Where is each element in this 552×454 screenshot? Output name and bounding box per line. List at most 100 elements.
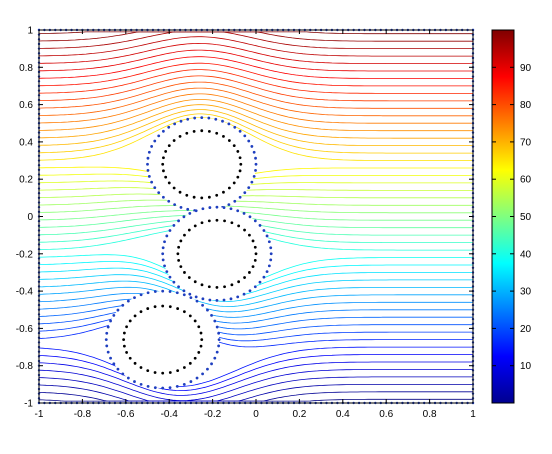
streamline [39,286,473,313]
obstacle-outer-dot [112,362,116,366]
streamline [39,309,473,336]
obstacle-outer-dot [188,292,192,296]
obstacle-inner-dot [125,351,129,354]
obstacle-outer-dot [208,298,212,302]
obstacle-inner-dot [215,131,219,135]
obstacle-outer-dot [269,246,273,250]
obstacle-inner-dot [177,245,181,249]
obstacle-outer-dot [233,125,237,129]
streamline [39,75,473,102]
obstacle-inner-dot [187,276,191,279]
streamline [39,81,473,109]
obstacle-inner-dot [139,310,143,314]
obstacle-outer-dot [243,134,247,138]
x-tick-label: 0 [253,409,259,420]
streamline [39,62,473,87]
obstacle-outer-dot [269,258,273,262]
obstacle-outer-dot [172,224,176,227]
obstacle-outer-dot [247,139,251,143]
obstacle-outer-dot [179,205,183,209]
y-tick-label: 1 [27,26,33,37]
obstacle-outer-dot [267,240,271,244]
obstacle-inner-dot [254,252,258,256]
obstacle-inner-dot [238,169,242,173]
obstacle-outer-dot [215,299,219,302]
obstacle-outer-dot [201,297,205,301]
streamline [39,298,473,324]
obstacle-inner-dot [188,314,192,318]
obstacle-outer-dot [126,376,130,380]
obstacle-outer-dot [200,116,204,120]
obstacle-outer-dot [173,203,177,207]
obstacle-outer-dot [182,215,186,219]
obstacle-outer-dot [186,117,190,121]
obstacle-outer-dot [201,303,204,307]
obstacle-inner-dot [183,271,186,274]
streamline [39,87,473,117]
obstacle-outer-dot [167,199,171,203]
obstacle-outer-dot [121,303,125,307]
obstacle-inner-dot [164,175,168,179]
obstacle-outer-dot [172,280,176,284]
streamline [39,369,473,401]
obstacle-inner-dot [215,285,219,289]
streamline [39,274,473,302]
obstacle-outer-dot [153,139,157,143]
obstacle-inner-dot [200,129,204,133]
streamline [39,166,473,180]
obstacle-outer-dot [267,264,271,268]
obstacle-outer-dot [168,386,172,390]
obstacle-inner-dot [243,228,246,232]
streamline [39,187,473,192]
streamline [39,104,473,139]
obstacle-outer-dot [106,325,110,329]
x-tick-label: 0.4 [336,409,350,420]
obstacle-inner-dot [176,369,180,373]
obstacle-inner-dot [200,196,204,200]
streamline [39,31,473,49]
obstacle-outer-dot [157,134,161,138]
y-tick-label: -0.6 [16,324,34,335]
obstacle-outer-dot [105,344,109,348]
obstacle-inner-dot [223,285,226,289]
obstacle-inner-dot [230,221,234,225]
streamline [39,384,473,402]
obstacle-outer-dot [242,212,246,215]
obstacle-outer-dot [213,356,217,360]
x-tick-label: 0.6 [379,409,393,420]
obstacle-outer-dot [254,168,257,172]
obstacle-inner-dot [236,175,240,179]
obstacle-outer-dot [116,308,120,312]
obstacle-outer-dot [161,258,165,262]
colorbar-tick-label: 20 [520,324,532,335]
obstacle-inner-dot [207,129,211,133]
obstacle-inner-dot [215,218,219,222]
obstacle-inner-dot [153,305,157,309]
obstacle-outer-dot [168,275,172,279]
obstacle-inner-dot [162,169,165,173]
obstacle-inner-dot [128,356,132,360]
obstacle-outer-dot [126,299,130,303]
obstacle-inner-dot [125,325,129,329]
streamline [39,354,473,391]
streamline [39,267,473,298]
obstacle-outer-dot [269,252,273,256]
obstacle-outer-dot [153,186,157,189]
obstacle-inner-dot [162,156,165,160]
obstacle-inner-dot [177,258,181,262]
obstacle-outer-dot [165,270,169,274]
x-tick-label: 1 [470,409,476,420]
obstacle-outer-dot [250,180,254,184]
x-tick-label: 0.2 [292,409,306,420]
streamline [39,313,473,342]
obstacle-inner-dot [248,271,251,274]
obstacle-inner-dot [182,310,186,314]
obstacle-inner-dot [207,285,211,289]
obstacle-outer-dot [208,206,212,209]
obstacle-outer-dot [233,199,237,203]
obstacle-outer-dot [104,338,108,341]
obstacle-inner-dot [193,280,197,284]
obstacle-outer-dot [157,191,161,195]
obstacle-inner-dot [167,144,171,148]
obstacle-outer-dot [217,331,221,335]
